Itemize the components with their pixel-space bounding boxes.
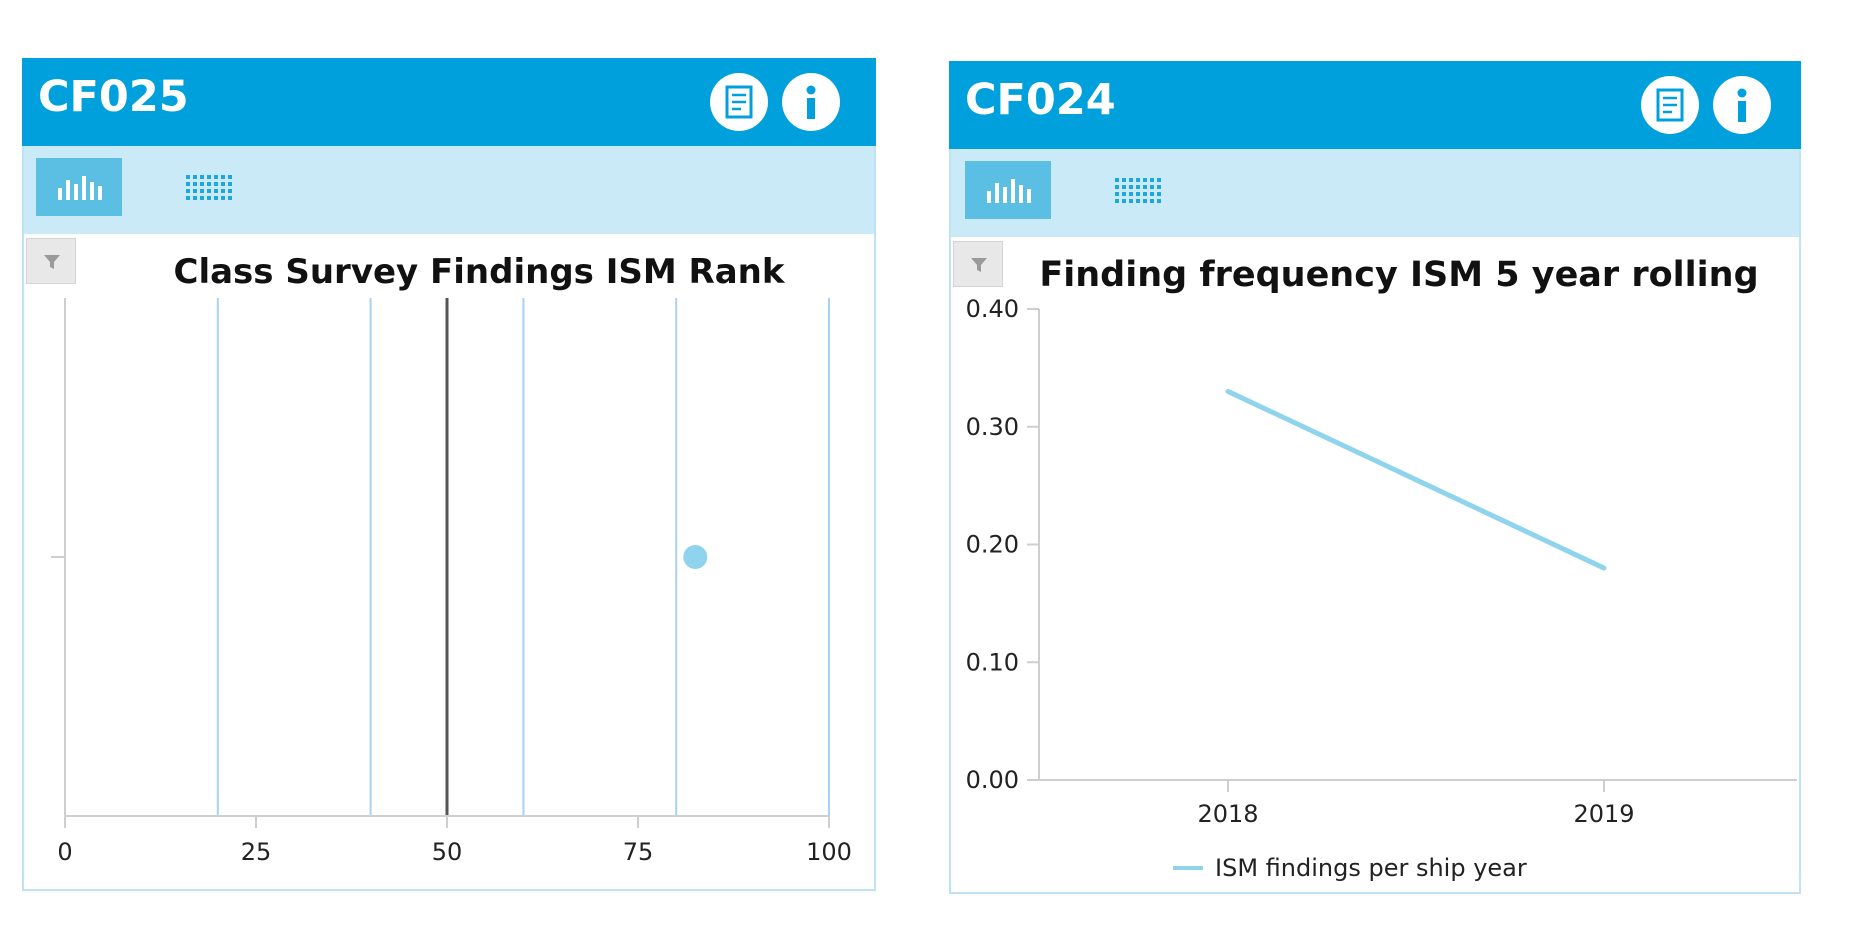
y-tick-label: 0.00 (966, 766, 1019, 794)
x-tick-label: 2019 (1573, 800, 1634, 828)
panel-code: CF024 (965, 75, 1116, 125)
grid-table-icon (1115, 178, 1161, 203)
x-tick-label: 75 (623, 838, 654, 866)
y-tick-label: 0.40 (966, 295, 1019, 323)
table-view-button[interactable] (166, 158, 252, 216)
bar-chart-icon (58, 176, 102, 200)
chart-title: Finding frequency ISM 5 year rolling (1039, 255, 1759, 295)
series-line (1225, 388, 1607, 571)
y-tick-label: 0.20 (966, 531, 1019, 559)
chart-title: Class Survey Findings ISM Rank (173, 252, 785, 292)
chart-view-button[interactable] (36, 158, 122, 216)
view-toolbar (951, 149, 1799, 237)
panel-header: CF025 (22, 58, 876, 146)
report-icon[interactable] (710, 73, 768, 131)
y-tick-label: 0.10 (966, 648, 1019, 676)
x-tick-label: 2018 (1197, 800, 1258, 828)
info-icon[interactable] (1713, 76, 1771, 134)
bar-chart-icon (987, 179, 1031, 203)
filter-icon (44, 255, 60, 269)
panel-cf025: CF025 (22, 58, 876, 891)
legend-swatch (1173, 866, 1203, 870)
frequency-chart: 0.00 0.10 0.20 0.30 0.40 2018 2019 (966, 295, 1797, 828)
x-tick-label: 50 (432, 838, 463, 866)
rank-chart: 0 25 50 75 100 (51, 298, 852, 866)
info-icon[interactable] (782, 73, 840, 131)
filter-icon (971, 258, 987, 272)
legend-label: ISM findings per ship year (1215, 854, 1527, 882)
table-view-button[interactable] (1095, 161, 1181, 219)
report-icon[interactable] (1641, 76, 1699, 134)
y-tick-label: 0.30 (966, 413, 1019, 441)
data-point (683, 545, 708, 569)
panel-header: CF024 (949, 61, 1801, 149)
x-tick-label: 0 (57, 838, 72, 866)
panel-code: CF025 (38, 72, 189, 122)
chart-view-button[interactable] (965, 161, 1051, 219)
grid-table-icon (186, 175, 232, 200)
filter-button[interactable] (953, 241, 1003, 287)
view-toolbar (24, 146, 874, 234)
x-tick-label: 25 (241, 838, 272, 866)
x-tick-label: 100 (806, 838, 852, 866)
chart-legend[interactable]: ISM findings per ship year (1173, 853, 1527, 883)
filter-button[interactable] (26, 238, 76, 284)
panel-cf024: CF024 (949, 61, 1801, 894)
